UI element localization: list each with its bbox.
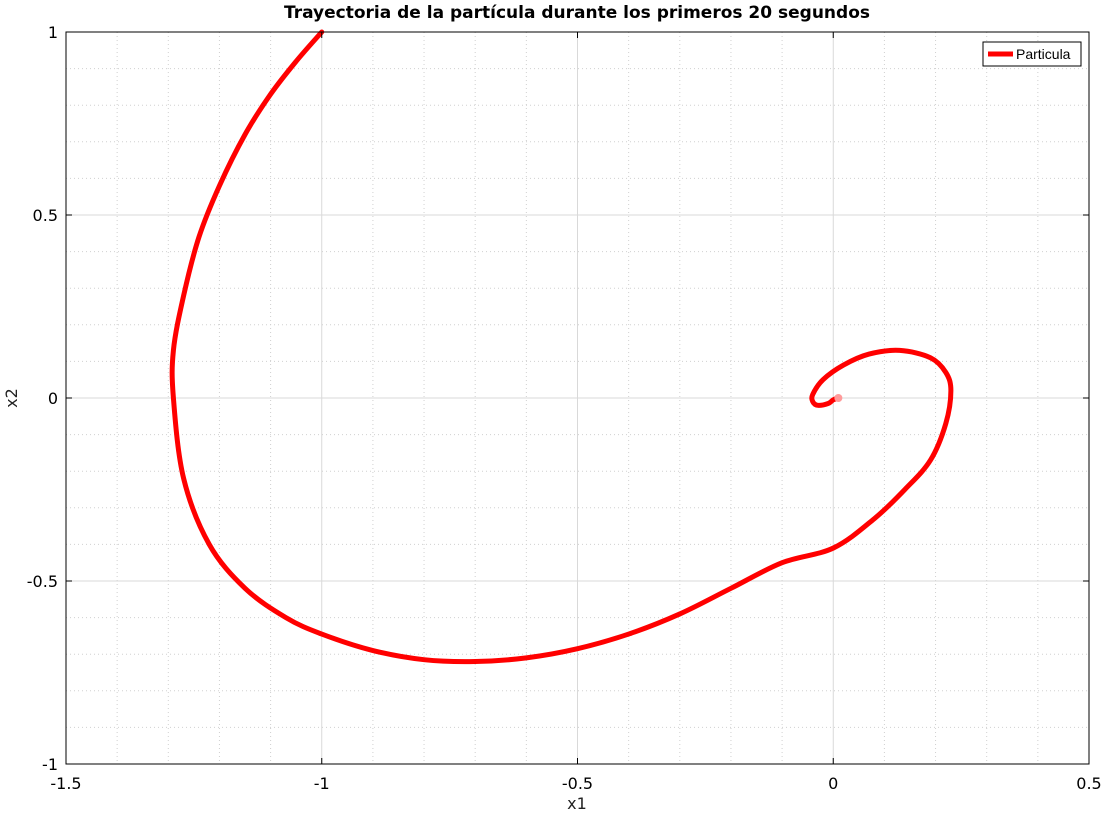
y-tick-label: -1 [42,755,58,774]
x-tick-label: -0.5 [562,774,593,793]
trajectory-end-point [834,394,843,402]
y-tick-label: -0.5 [27,572,58,591]
chart-title: Trayectoria de la partícula durante los … [284,3,870,23]
x-axis-label: x1 [567,794,587,813]
x-tick-label: -1 [314,774,330,793]
y-axis-label: x2 [2,388,21,408]
x-tick-label: 0.5 [1076,774,1101,793]
series-layer [169,29,954,665]
y-tick-label: 1 [48,23,58,42]
x-tick-label: 0 [828,774,838,793]
grid-lines [65,31,1090,765]
legend-label-particula: Particula [1016,46,1071,62]
series-line-particula [169,29,954,665]
y-tick-label: 0 [48,389,58,408]
x-tick-label: -1.5 [50,774,81,793]
axis-ticks: -1.5 -1 -0.5 0 0.5-1-0.500.51 [27,23,1102,793]
y-tick-label: 0.5 [33,206,58,225]
legend: Particula [982,41,1082,67]
